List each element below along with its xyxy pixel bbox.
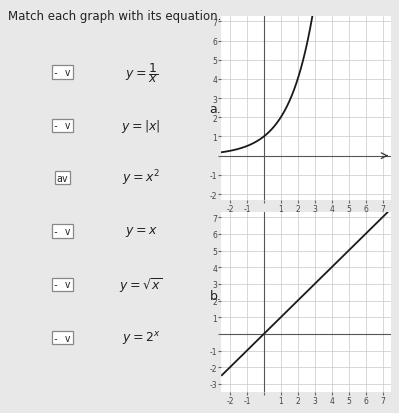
Text: av: av — [56, 173, 68, 183]
Text: b.: b. — [209, 289, 221, 302]
Text: $y = \sqrt{x}$: $y = \sqrt{x}$ — [119, 275, 163, 294]
Text: $y = x$: $y = x$ — [125, 224, 157, 238]
Text: $y = \dfrac{1}{x}$: $y = \dfrac{1}{x}$ — [124, 61, 158, 85]
Text: $y = 2^x$: $y = 2^x$ — [122, 329, 160, 346]
Text: - v: - v — [53, 280, 71, 290]
Text: - v: - v — [53, 121, 71, 131]
Text: $y = x^2$: $y = x^2$ — [122, 169, 160, 188]
Text: Match each graph with its equation.: Match each graph with its equation. — [8, 10, 221, 23]
Text: - v: - v — [53, 68, 71, 78]
Text: - v: - v — [53, 333, 71, 343]
Text: - v: - v — [53, 226, 71, 236]
Text: $y = |x|$: $y = |x|$ — [121, 118, 161, 135]
Text: a.: a. — [209, 103, 221, 116]
